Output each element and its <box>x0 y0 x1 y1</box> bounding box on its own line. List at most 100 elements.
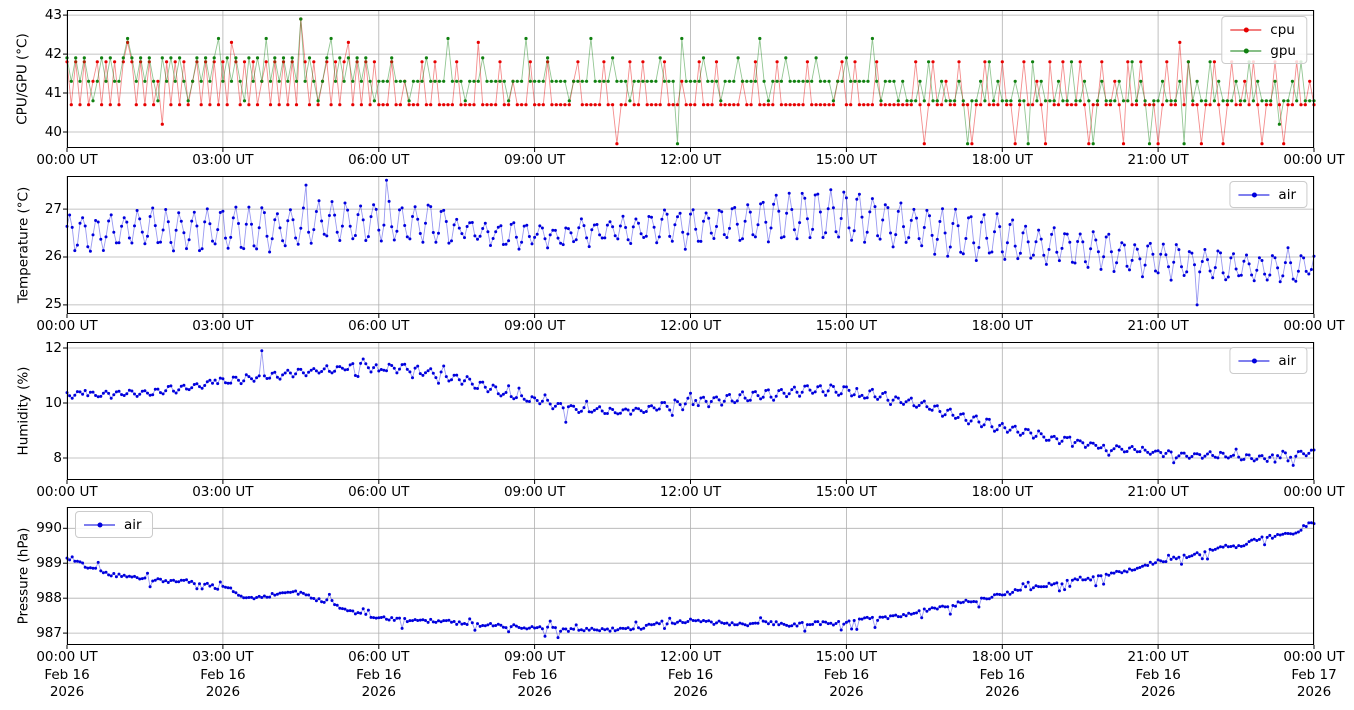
legend-label: gpu <box>1270 42 1296 59</box>
legend-label: cpu <box>1270 21 1295 38</box>
y-tick-label: 10 <box>44 394 62 411</box>
x-tick-label: 00:00 UT <box>36 318 98 334</box>
legend-line-sample <box>1238 358 1270 363</box>
y-tick-label: 988 <box>36 589 62 606</box>
x-tick-label: 00:00 UT <box>36 152 98 168</box>
legend-entry-air: air <box>1238 351 1296 370</box>
y-tick-label: 987 <box>36 624 62 641</box>
plot-area-cpu-gpu-temperature <box>63 10 1316 152</box>
x-tick-date: Feb 16 <box>667 667 714 683</box>
legend-entry-gpu: gpu <box>1230 41 1296 60</box>
x-tick-date: Feb 16 <box>200 667 246 683</box>
legend-air-humidity: air <box>1229 347 1307 374</box>
legend-marker-dot <box>1251 358 1257 363</box>
x-tick-year: 2026 <box>1296 684 1332 700</box>
x-tick-year: 2026 <box>829 684 864 700</box>
x-tick-label: 21:00 UT <box>1127 484 1189 500</box>
x-tick-label: 09:00 UT <box>503 649 566 665</box>
x-tick-label: 06:00 UT <box>348 649 410 665</box>
legend-entry-air: air <box>1238 185 1296 204</box>
x-tick-year: 2026 <box>205 684 241 700</box>
legend-line-sample <box>1230 27 1262 32</box>
y-tick-label: 26 <box>44 248 62 265</box>
x-tick-date: Feb 16 <box>511 667 558 683</box>
legend-label: air <box>1278 186 1296 203</box>
legend-label: air <box>1278 352 1296 369</box>
x-tick-label: 03:00 UT <box>192 152 254 168</box>
x-tick-label: 00:00 UT <box>1283 152 1345 168</box>
legend-marker-dot <box>97 522 102 527</box>
legend-entry-air: air <box>84 515 142 534</box>
y-tick-label: 990 <box>36 519 62 536</box>
x-tick-label: 15:00 UT <box>815 484 878 500</box>
legend-entry-cpu: cpu <box>1230 20 1296 39</box>
legend-marker-dot <box>1243 48 1249 53</box>
x-tick-label: 21:00 UT <box>1127 649 1189 665</box>
x-tick-label: 18:00 UT <box>971 152 1033 168</box>
ylabel-pressure-text: Pressure (hPa) <box>15 527 31 625</box>
plot-area-air-temperature <box>63 176 1316 318</box>
x-tick-label: 00:00 UT <box>1283 484 1345 500</box>
x-tick-label: 09:00 UT <box>503 152 566 168</box>
x-tick-label: 03:00 UT <box>192 484 254 500</box>
x-tick-year: 2026 <box>673 684 708 700</box>
plot-area-air-humidity <box>63 342 1316 484</box>
y-tick-label: 40 <box>44 123 62 140</box>
x-tick-date: Feb 17 <box>1291 667 1337 683</box>
legend-marker-dot <box>1243 27 1249 32</box>
x-tick-label: 00:00 UT <box>36 484 98 500</box>
x-tick-label: 06:00 UT <box>348 318 410 334</box>
y-tick-label: 27 <box>44 200 62 217</box>
x-tick-label: 03:00 UT <box>192 649 254 665</box>
x-tick-label: 18:00 UT <box>971 318 1033 334</box>
x-tick-label: 06:00 UT <box>348 484 410 500</box>
x-tick-label: 06:00 UT <box>348 152 410 168</box>
x-tick-date: Feb 16 <box>44 667 90 683</box>
legend-cpu-gpu-temperature: cpu gpu <box>1221 16 1307 64</box>
x-tick-label: 18:00 UT <box>971 649 1033 665</box>
x-tick-label: 03:00 UT <box>192 318 254 334</box>
x-tick-label: 09:00 UT <box>503 318 566 334</box>
y-tick-label: 25 <box>44 296 62 313</box>
legend-label: air <box>124 516 142 533</box>
ylabel-temperature: Temperature (°C) <box>0 176 46 314</box>
legend-line-sample <box>84 522 115 527</box>
x-tick-label: 09:00 UT <box>503 484 566 500</box>
x-tick-label: 12:00 UT <box>659 484 722 500</box>
ylabel-humidity-text: Humidity (%) <box>15 366 31 456</box>
x-tick-year: 2026 <box>517 684 552 700</box>
x-tick-label: 00:00 UT <box>1283 649 1345 665</box>
x-tick-label: 15:00 UT <box>815 318 878 334</box>
x-tick-label: 12:00 UT <box>659 649 722 665</box>
x-tick-label: 15:00 UT <box>815 152 878 168</box>
y-tick-label: 42 <box>44 45 62 62</box>
y-tick-label: 41 <box>44 84 62 101</box>
legend-marker-dot <box>1251 192 1257 197</box>
x-tick-label: 18:00 UT <box>971 484 1033 500</box>
x-tick-date: Feb 16 <box>823 667 870 683</box>
x-tick-date: Feb 16 <box>1135 667 1181 683</box>
y-tick-label: 12 <box>44 339 62 356</box>
legend-line-sample <box>1230 48 1262 53</box>
x-tick-label: 21:00 UT <box>1127 152 1189 168</box>
x-tick-year: 2026 <box>1140 684 1176 700</box>
x-tick-label: 00:00 UT <box>36 649 98 665</box>
y-tick-label: 989 <box>36 554 62 571</box>
x-tick-year: 2026 <box>985 684 1020 700</box>
legend-air-pressure: air <box>75 511 153 538</box>
y-tick-label: 43 <box>44 6 62 23</box>
x-tick-label: 12:00 UT <box>659 152 722 168</box>
legend-air-temperature: air <box>1229 181 1307 208</box>
x-tick-year: 2026 <box>49 684 85 700</box>
x-tick-label: 15:00 UT <box>815 649 878 665</box>
legend-line-sample <box>1238 192 1270 197</box>
plot-area-air-pressure <box>63 507 1316 649</box>
x-tick-date: Feb 16 <box>356 667 402 683</box>
y-tick-label: 8 <box>53 449 62 466</box>
x-tick-date: Feb 16 <box>979 667 1025 683</box>
x-tick-year: 2026 <box>361 684 396 700</box>
x-tick-label: 12:00 UT <box>659 318 722 334</box>
x-tick-label: 00:00 UT <box>1283 318 1345 334</box>
x-tick-label: 21:00 UT <box>1127 318 1189 334</box>
